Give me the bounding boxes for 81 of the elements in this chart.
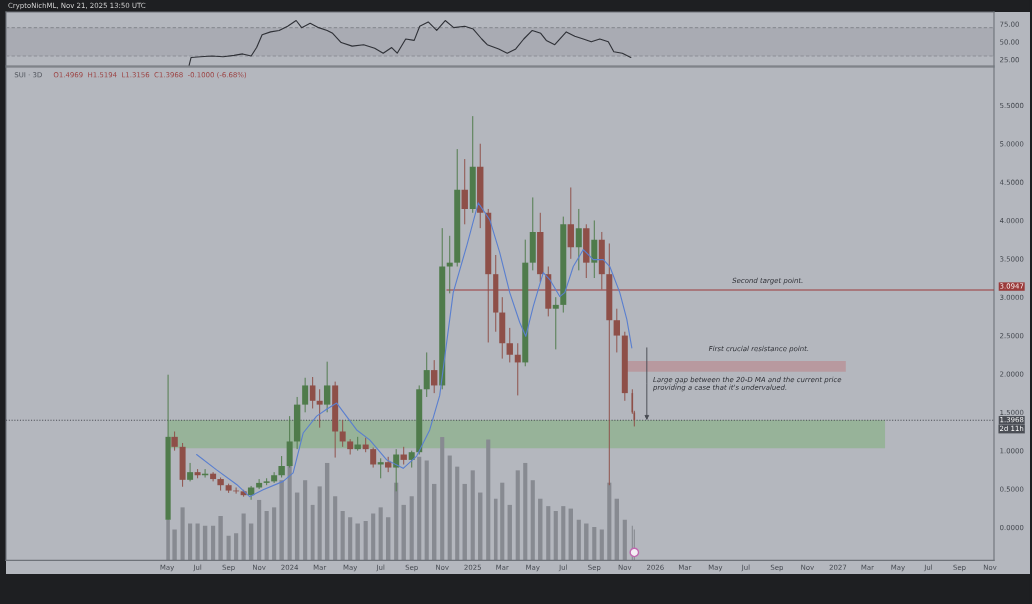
bar (180, 507, 185, 561)
bar (324, 462, 330, 561)
bar (279, 480, 284, 561)
bar (440, 437, 445, 561)
candlestick (613, 308, 621, 353)
candlestick (370, 447, 377, 469)
bar (599, 529, 604, 561)
bar (515, 470, 520, 561)
bar (394, 482, 399, 561)
candlestick (431, 359, 438, 394)
line-series (196, 202, 633, 498)
bar (530, 480, 535, 561)
bar (310, 504, 315, 561)
candlestick (446, 235, 453, 294)
bar (172, 529, 177, 561)
bar (493, 498, 498, 561)
bar (401, 504, 406, 561)
candlestick (278, 455, 285, 479)
bar (561, 506, 566, 561)
bar (385, 517, 391, 561)
bar (417, 456, 422, 561)
bar (234, 533, 239, 561)
bar (409, 496, 414, 561)
candlestick (423, 351, 430, 398)
bar (576, 519, 581, 561)
bar (455, 466, 460, 561)
bar (478, 492, 483, 561)
candlestick (302, 377, 309, 413)
bar (546, 506, 551, 561)
candlestick (323, 361, 331, 413)
bar (371, 513, 376, 561)
bar (447, 455, 452, 561)
bar (538, 498, 543, 561)
candlestick (256, 478, 263, 490)
bar (584, 523, 589, 561)
bar (607, 482, 612, 561)
bar (272, 507, 277, 561)
candlestick (575, 208, 582, 271)
bar (348, 517, 353, 561)
bar (622, 519, 627, 561)
candlestick (339, 419, 346, 448)
bar (432, 483, 437, 561)
bar (340, 511, 345, 561)
candlestick (591, 219, 598, 279)
candlestick (187, 462, 194, 482)
candlestick (461, 158, 468, 225)
bar (294, 492, 300, 561)
candlestick (271, 471, 278, 484)
candlestick (552, 296, 559, 350)
bar (355, 523, 360, 561)
candlestick (506, 327, 513, 363)
bar (523, 462, 528, 561)
bar (333, 496, 338, 561)
line-series (188, 19, 632, 66)
bar (188, 523, 193, 561)
candlestick (514, 342, 521, 396)
bar (303, 480, 308, 561)
bar (363, 520, 368, 561)
candlestick (171, 431, 178, 452)
bar (378, 507, 383, 561)
bar (218, 515, 223, 561)
bar (470, 470, 475, 561)
bar (507, 504, 512, 561)
bar (195, 523, 200, 561)
bar (211, 525, 216, 561)
bar (317, 486, 322, 561)
bar (257, 499, 262, 561)
candlestick (309, 376, 316, 409)
bar (553, 511, 558, 561)
bar (226, 535, 231, 561)
bar (462, 483, 467, 561)
bar (592, 527, 597, 561)
bar (241, 513, 246, 561)
bar (264, 511, 269, 561)
bar (248, 523, 254, 561)
bar (500, 482, 505, 561)
candlestick (316, 388, 323, 429)
bar (486, 439, 491, 561)
candlestick (567, 186, 574, 260)
bar (424, 460, 429, 561)
bar (614, 498, 620, 561)
